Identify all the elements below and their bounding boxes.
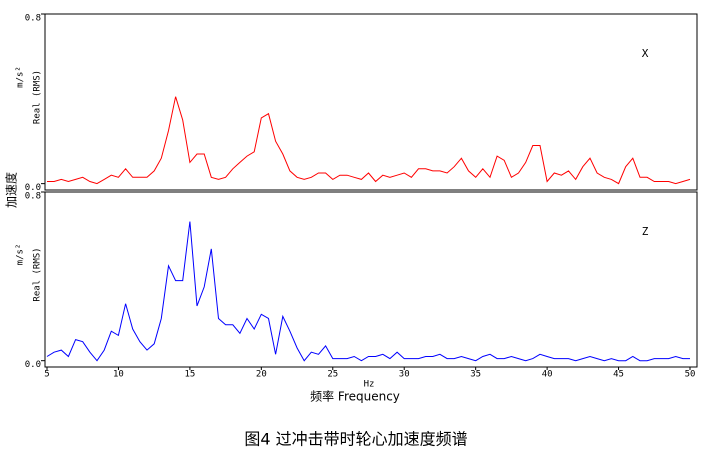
caption: 图4 过冲击带时轮心加速度频谱: [244, 430, 467, 449]
series-line: [46, 221, 690, 362]
x-tick-label: 10: [113, 370, 124, 380]
plot-frame: [44, 191, 698, 368]
y-tick-label: 0.0: [25, 360, 41, 370]
shared-y-label: 加速度: [4, 172, 19, 208]
annotation: Z: [642, 225, 649, 238]
x-tick-label: 40: [542, 370, 553, 380]
y-tick-label: 0.8: [25, 192, 41, 202]
y-tick-label: 0.8: [25, 14, 41, 24]
unit-label: m/s²: [16, 66, 26, 88]
x-tick-label: 20: [256, 370, 267, 380]
unit-label: m/s²: [16, 244, 26, 266]
y-axis-label: Real (RMS): [33, 70, 43, 124]
x-tick-label: 25: [327, 370, 338, 380]
plot-frame: [44, 13, 698, 191]
y-tick-label: 0.0: [25, 183, 41, 193]
x-tick-label: 35: [470, 370, 481, 380]
y-axis-label: Real (RMS): [33, 247, 43, 301]
x-axis-title: 频率 Frequency: [310, 389, 400, 404]
x-axis-unit: Hz: [364, 380, 375, 390]
annotation: X: [642, 47, 649, 60]
x-tick-label: 45: [613, 370, 624, 380]
series-line: [47, 96, 691, 185]
x-tick-label: 5: [44, 370, 49, 380]
x-tick-label: 15: [184, 370, 195, 380]
x-tick-label: 50: [685, 370, 696, 380]
x-tick-label: 30: [399, 370, 410, 380]
